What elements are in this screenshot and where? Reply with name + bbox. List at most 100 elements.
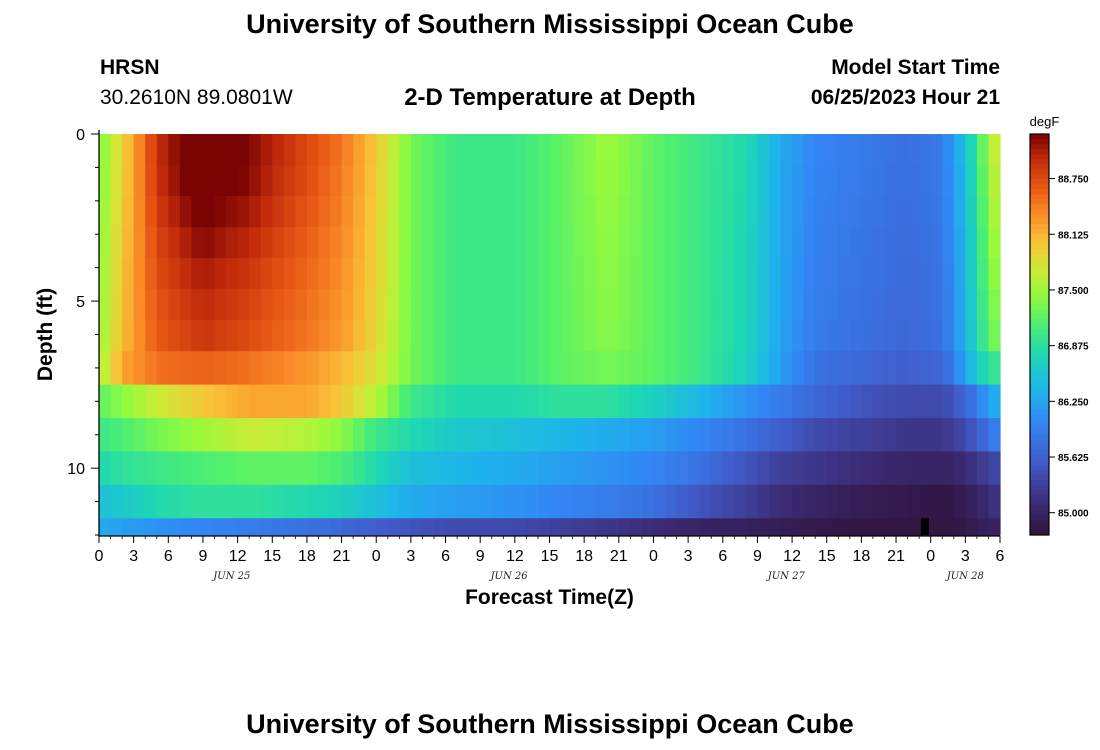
heatmap-cell — [110, 165, 123, 197]
heatmap-cell — [272, 418, 285, 453]
heatmap-cell — [734, 196, 747, 228]
heatmap-cell — [849, 227, 862, 259]
heatmap-cell — [561, 134, 574, 166]
colorbar-swatch — [1030, 169, 1049, 175]
heatmap-cell — [341, 518, 354, 536]
heatmap-cell — [699, 451, 712, 486]
heatmap-cell — [295, 484, 308, 519]
heatmap-cell — [168, 134, 181, 166]
heatmap-cell — [226, 289, 239, 321]
heatmap-cell — [861, 320, 874, 352]
heatmap-cell — [364, 418, 377, 453]
heatmap-cell — [734, 134, 747, 166]
colorbar-swatch — [1030, 474, 1049, 481]
heatmap-cell — [318, 227, 331, 259]
heatmap-cell — [780, 134, 793, 166]
heatmap-cell — [849, 258, 862, 290]
heatmap-cell — [884, 384, 897, 419]
heatmap-cell — [930, 518, 943, 536]
heatmap-cell — [688, 165, 701, 197]
heatmap-cell — [930, 351, 943, 386]
heatmap-cell — [676, 258, 689, 290]
heatmap-cell — [930, 418, 943, 453]
heatmap-cell — [237, 418, 250, 453]
heatmap-cell — [330, 227, 343, 259]
heatmap-cell — [768, 258, 782, 290]
heatmap-cell — [953, 320, 966, 352]
heatmap-cell — [433, 384, 447, 419]
heatmap-cell — [156, 320, 169, 352]
colorbar-swatch — [1030, 304, 1049, 310]
heatmap-cell — [572, 289, 585, 321]
heatmap-cell — [341, 134, 354, 166]
heatmap-cell — [699, 258, 712, 290]
heatmap-cell — [537, 165, 551, 197]
heatmap-cell — [410, 258, 424, 290]
heatmap-cell — [653, 518, 666, 536]
heatmap-cell — [445, 484, 458, 519]
heatmap-cell — [145, 258, 158, 290]
heatmap-cell — [884, 451, 897, 486]
heatmap-cell — [630, 484, 643, 519]
heatmap-cell — [341, 258, 354, 290]
colorbar-swatch — [1030, 214, 1049, 220]
heatmap-cell — [826, 289, 839, 321]
station-coordinates: 30.2610N 89.0801W — [100, 86, 293, 109]
heatmap-cell — [99, 165, 112, 197]
heatmap-cell — [930, 320, 943, 352]
heatmap-cell — [734, 258, 747, 290]
heatmap-cell — [838, 418, 851, 453]
heatmap-cell — [491, 289, 504, 321]
heatmap-cell — [665, 320, 678, 352]
heatmap-cell — [526, 258, 539, 290]
x-tick-label: 9 — [753, 548, 762, 565]
heatmap-cell — [514, 134, 527, 166]
heatmap-cell — [549, 134, 562, 166]
colorbar-swatch — [1030, 164, 1049, 170]
heatmap-cell — [572, 484, 585, 519]
heatmap-cell — [688, 289, 701, 321]
heatmap-cell — [272, 289, 285, 321]
heatmap-cell — [110, 351, 123, 386]
heatmap-cell — [295, 418, 308, 453]
heatmap-cell — [861, 351, 874, 386]
heatmap-cell — [202, 227, 216, 259]
heatmap-cell — [503, 484, 516, 519]
heatmap-cell — [237, 484, 250, 519]
heatmap-cell — [422, 320, 435, 352]
heatmap-cell — [318, 289, 331, 321]
heatmap-cell — [768, 320, 782, 352]
heatmap-cell — [468, 484, 481, 519]
heatmap-cell — [99, 289, 112, 321]
heatmap-cell — [341, 451, 354, 486]
heatmap-cell — [618, 518, 631, 536]
heatmap-cell — [896, 418, 909, 453]
heatmap-cell — [433, 134, 447, 166]
heatmap-cell — [942, 320, 955, 352]
colorbar-swatch — [1030, 404, 1049, 411]
heatmap-cell — [122, 165, 135, 197]
heatmap-cell — [930, 134, 943, 166]
heatmap-cell — [699, 134, 712, 166]
heatmap-cell — [249, 384, 262, 419]
colorbar-swatch — [1030, 349, 1049, 356]
heatmap-cell — [468, 227, 481, 259]
heatmap-cell — [699, 351, 712, 386]
x-axis-label: Forecast Time(Z) — [465, 586, 634, 609]
heatmap-cell — [815, 196, 828, 228]
heatmap-cell — [919, 196, 932, 228]
heatmap-cell — [838, 451, 851, 486]
heatmap-cell — [803, 320, 816, 352]
heatmap-cell — [214, 165, 227, 197]
heatmap-cell — [792, 418, 805, 453]
heatmap-cell — [884, 196, 897, 228]
heatmap-cell — [803, 418, 816, 453]
heatmap-cell — [168, 227, 181, 259]
heatmap-cell — [260, 384, 273, 419]
heatmap-cell — [179, 451, 193, 486]
heatmap-cell — [953, 196, 966, 228]
heatmap-cell — [549, 320, 562, 352]
heatmap-cell — [202, 134, 216, 166]
colorbar-swatch — [1030, 354, 1049, 361]
